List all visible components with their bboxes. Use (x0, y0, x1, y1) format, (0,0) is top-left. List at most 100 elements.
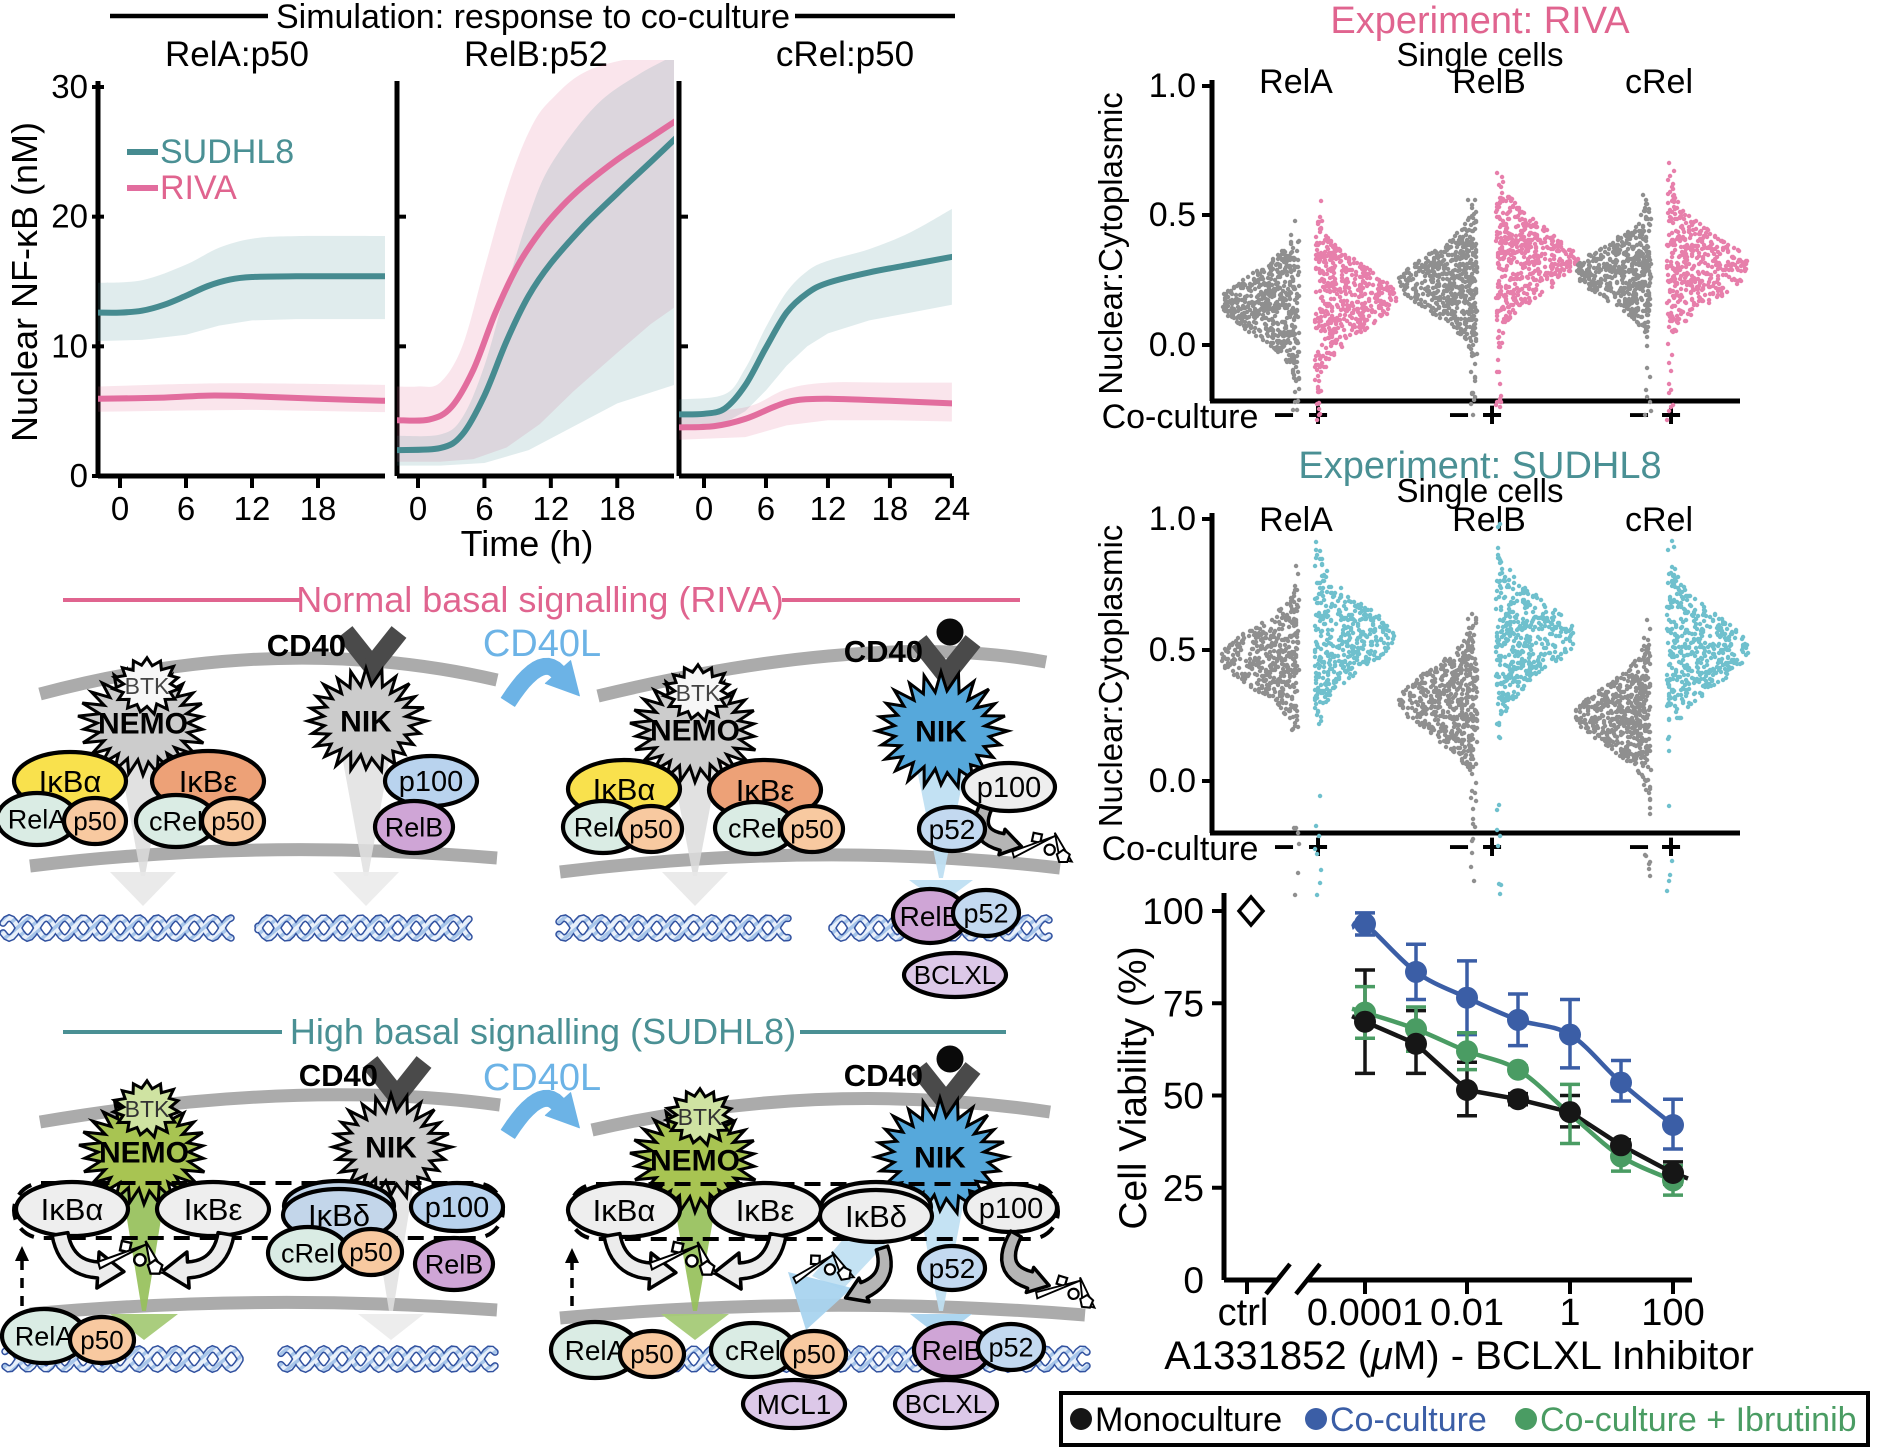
svg-text:50: 50 (1163, 1076, 1204, 1117)
svg-text:p50: p50 (73, 806, 116, 836)
svg-text:−: − (1273, 394, 1294, 435)
svg-text:p50: p50 (80, 1325, 123, 1355)
svg-text:RelB: RelB (1452, 501, 1526, 539)
svg-text:+: + (1307, 826, 1328, 867)
svg-text:+: + (1660, 394, 1681, 435)
svg-text:NIK: NIK (365, 1132, 417, 1165)
svg-text:10: 10 (51, 327, 88, 364)
svg-text:Co-culture: Co-culture (1330, 1401, 1487, 1439)
svg-text:p50: p50 (790, 814, 833, 844)
svg-text:RIVA: RIVA (160, 169, 237, 207)
svg-text:NIK: NIK (914, 1142, 966, 1175)
svg-text:A1331852 (μM) - BCLXL Inhibito: A1331852 (μM) - BCLXL Inhibitor (1164, 1334, 1754, 1378)
svg-text:0: 0 (1183, 1260, 1204, 1301)
svg-text:6: 6 (177, 490, 195, 527)
svg-text:RelB: RelB (1452, 63, 1526, 101)
svg-text:0.0: 0.0 (1149, 762, 1196, 800)
svg-text:25: 25 (1163, 1168, 1204, 1209)
svg-text:High basal signalling (SUDHL8): High basal signalling (SUDHL8) (290, 1011, 796, 1052)
svg-text:18: 18 (599, 490, 636, 527)
svg-text:NEMO: NEMO (99, 1137, 189, 1170)
svg-text:RelA: RelA (15, 1321, 74, 1351)
svg-text:cRel: cRel (1625, 501, 1693, 539)
svg-text:Monoculture: Monoculture (1095, 1401, 1282, 1439)
svg-text:1.0: 1.0 (1149, 500, 1196, 538)
svg-text:BTK: BTK (678, 1104, 723, 1130)
svg-text:1: 1 (1559, 1292, 1580, 1334)
svg-text:−: − (1628, 394, 1649, 435)
svg-text:Time (h): Time (h) (461, 523, 594, 564)
svg-text:20: 20 (51, 198, 88, 235)
svg-text:RelA: RelA (1259, 501, 1333, 539)
svg-text:RelB: RelB (385, 812, 444, 842)
svg-text:p100: p100 (979, 1193, 1044, 1225)
svg-text:p50: p50 (792, 1339, 835, 1369)
svg-text:NIK: NIK (915, 716, 967, 749)
svg-text:p100: p100 (425, 1192, 490, 1224)
svg-text:Cell Viability (%): Cell Viability (%) (1112, 946, 1155, 1229)
svg-text:IκBε: IκBε (184, 1192, 243, 1227)
svg-text:BCLXL: BCLXL (914, 960, 996, 990)
svg-text:RelB: RelB (900, 901, 961, 932)
svg-text:0.0: 0.0 (1149, 326, 1196, 364)
svg-text:IκBα: IκBα (593, 1193, 656, 1228)
svg-text:MCL1: MCL1 (757, 1389, 832, 1420)
svg-text:IκBδ: IκBδ (845, 1199, 907, 1234)
svg-text:6: 6 (475, 490, 493, 527)
svg-text:cRel: cRel (728, 813, 782, 843)
svg-text:BTK: BTK (125, 1096, 170, 1122)
svg-text:0: 0 (70, 457, 88, 494)
svg-text:12: 12 (810, 490, 847, 527)
svg-text:p52: p52 (929, 1253, 976, 1284)
svg-text:NEMO: NEMO (650, 715, 740, 748)
svg-text:30: 30 (51, 68, 88, 105)
svg-text:12: 12 (234, 490, 271, 527)
svg-text:100: 100 (1641, 1292, 1704, 1334)
svg-text:p52: p52 (929, 814, 976, 845)
svg-text:ctrl: ctrl (1218, 1292, 1269, 1334)
svg-text:Co-culture: Co-culture (1102, 830, 1259, 868)
svg-text:cRel: cRel (149, 806, 203, 836)
svg-text:Nuclear:Cytoplasmic: Nuclear:Cytoplasmic (1092, 525, 1129, 828)
svg-text:RelA: RelA (565, 1335, 626, 1366)
svg-text:24: 24 (934, 490, 971, 527)
svg-text:+: + (1481, 826, 1502, 867)
svg-text:Simulation: response to co-cul: Simulation: response to co-culture (276, 0, 790, 36)
svg-text:p52: p52 (963, 898, 1008, 928)
svg-text:6: 6 (757, 490, 775, 527)
svg-text:RelA: RelA (8, 804, 67, 834)
svg-text:0.5: 0.5 (1149, 196, 1196, 234)
svg-text:CD40L: CD40L (483, 623, 601, 665)
svg-text:Experiment: SUDHL8: Experiment: SUDHL8 (1298, 445, 1661, 487)
svg-text:p100: p100 (977, 772, 1042, 804)
svg-text:Co-culture + Ibrutinib: Co-culture + Ibrutinib (1540, 1401, 1857, 1439)
svg-text:BCLXL: BCLXL (905, 1389, 987, 1419)
svg-text:NEMO: NEMO (98, 708, 188, 741)
svg-text:Nuclear:Cytoplasmic: Nuclear:Cytoplasmic (1092, 92, 1129, 395)
svg-text:Co-culture: Co-culture (1102, 398, 1259, 436)
svg-text:IκBε: IκBε (736, 1193, 795, 1228)
svg-text:Experiment: RIVA: Experiment: RIVA (1330, 0, 1630, 42)
svg-text:cRel: cRel (725, 1335, 781, 1366)
svg-text:RelB:p52: RelB:p52 (464, 35, 608, 74)
svg-text:18: 18 (872, 490, 909, 527)
svg-text:75: 75 (1163, 983, 1204, 1024)
svg-text:RelB: RelB (425, 1249, 484, 1279)
svg-text:cRel: cRel (1625, 63, 1693, 101)
svg-text:NEMO: NEMO (650, 1145, 740, 1178)
svg-text:−: − (1448, 826, 1469, 867)
svg-text:−: − (1628, 826, 1649, 867)
svg-text:0: 0 (409, 490, 427, 527)
svg-text:cRel:p50: cRel:p50 (776, 35, 914, 74)
svg-text:p50: p50 (629, 814, 672, 844)
svg-text:0: 0 (111, 490, 129, 527)
svg-text:p50: p50 (349, 1237, 392, 1267)
svg-text:RelA: RelA (1259, 63, 1333, 101)
svg-text:1.0: 1.0 (1149, 67, 1196, 105)
svg-text:Normal basal signalling (RIVA): Normal basal signalling (RIVA) (296, 579, 784, 620)
svg-text:Nuclear NF-κB (nM): Nuclear NF-κB (nM) (4, 122, 45, 442)
svg-text:BTK: BTK (676, 680, 721, 706)
svg-text:SUDHL8: SUDHL8 (160, 133, 294, 171)
svg-text:CD40: CD40 (844, 634, 923, 669)
svg-text:p50: p50 (211, 806, 254, 836)
